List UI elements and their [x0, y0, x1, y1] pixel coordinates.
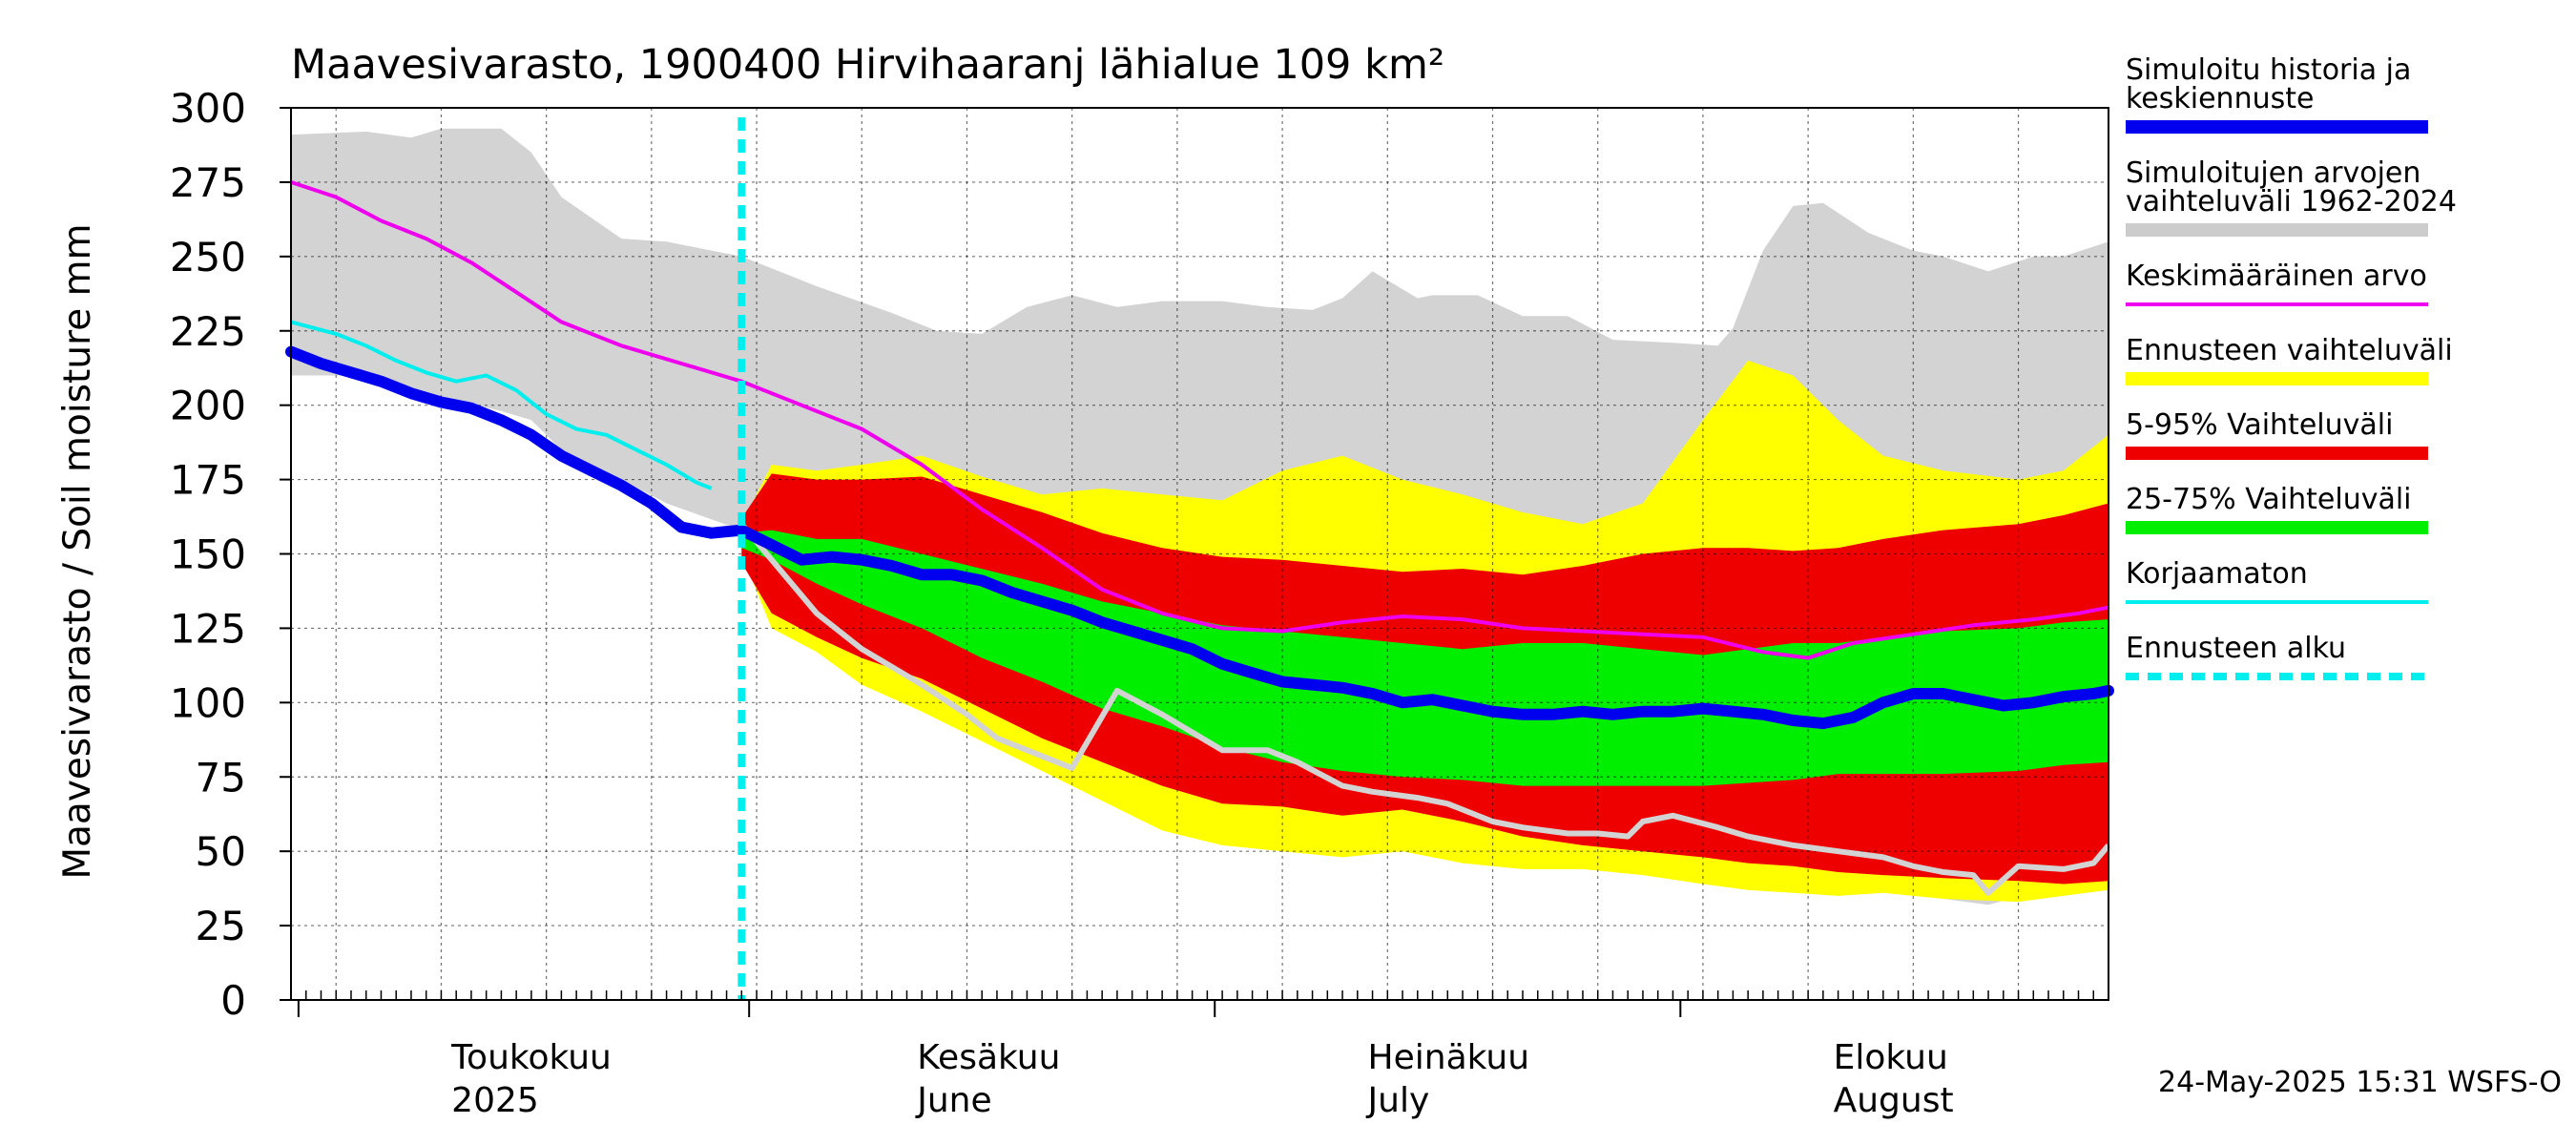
y-tick-label: 275: [170, 159, 246, 206]
plot-lines: [285, 117, 2114, 1000]
x-month-label: Elokuu: [1834, 1038, 1948, 1077]
x-month-sublabel: July: [1366, 1081, 1430, 1120]
uncorrected-line: [290, 320, 713, 490]
main-forecast-line: [285, 345, 2114, 730]
legend-label: Ennusteen alku: [2126, 632, 2346, 665]
x-month-label: Toukokuu: [450, 1038, 612, 1077]
mean-line: [290, 180, 2109, 660]
legend-label: keskiennuste: [2126, 82, 2314, 115]
plot-frame: [280, 107, 2109, 1017]
y-tick-label: 200: [170, 383, 246, 429]
y-tick-label: 125: [170, 605, 246, 652]
y-tick-label: 250: [170, 234, 246, 281]
p25-75-band: [741, 530, 2109, 786]
legend-label: Korjaamaton: [2126, 557, 2308, 591]
legend-label: Simuloitu historia ja: [2126, 53, 2411, 87]
legend-label: Simuloitujen arvojen: [2126, 156, 2420, 190]
chart-title: Maavesivarasto, 1900400 Hirvihaaranj läh…: [291, 41, 1444, 89]
y-tick-label: 225: [170, 308, 246, 355]
legend-label: 5-95% Vaihteluväli: [2126, 408, 2393, 442]
x-month-sublabel: June: [915, 1081, 991, 1120]
legend-label: 25-75% Vaihteluväli: [2126, 483, 2412, 516]
legend-label: Keskimääräinen arvo: [2126, 260, 2427, 293]
x-month-sublabel: August: [1834, 1081, 1954, 1120]
y-tick-label: 300: [170, 85, 246, 132]
y-axis-label: Maavesivarasto / Soil moisture mm: [56, 223, 99, 879]
y-tick-label: 50: [196, 828, 246, 875]
x-month-label: Kesäkuu: [917, 1038, 1060, 1077]
y-tick-label: 25: [196, 903, 246, 949]
x-tick-labels: Toukokuu 2025 Kesäkuu June Heinäkuu July Eloku…: [450, 1038, 1953, 1120]
y-tick-label: 75: [196, 754, 246, 801]
y-tick-label: 0: [220, 977, 246, 1024]
gray-forecast-line: [739, 522, 2111, 896]
x-month-sublabel: 2025: [451, 1081, 539, 1120]
x-month-label: Heinäkuu: [1368, 1038, 1529, 1077]
y-tick-label: 150: [170, 531, 246, 578]
timestamp: 24-May-2025 15:31 WSFS-O: [2158, 1066, 2562, 1099]
plot-bands: [291, 128, 2109, 906]
legend-label: Ennusteen vaihteluväli: [2126, 334, 2453, 367]
y-tick-label: 100: [170, 679, 246, 726]
y-tick-label: 175: [170, 457, 246, 504]
legend-label: vaihteluväli 1962-2024: [2126, 185, 2457, 219]
